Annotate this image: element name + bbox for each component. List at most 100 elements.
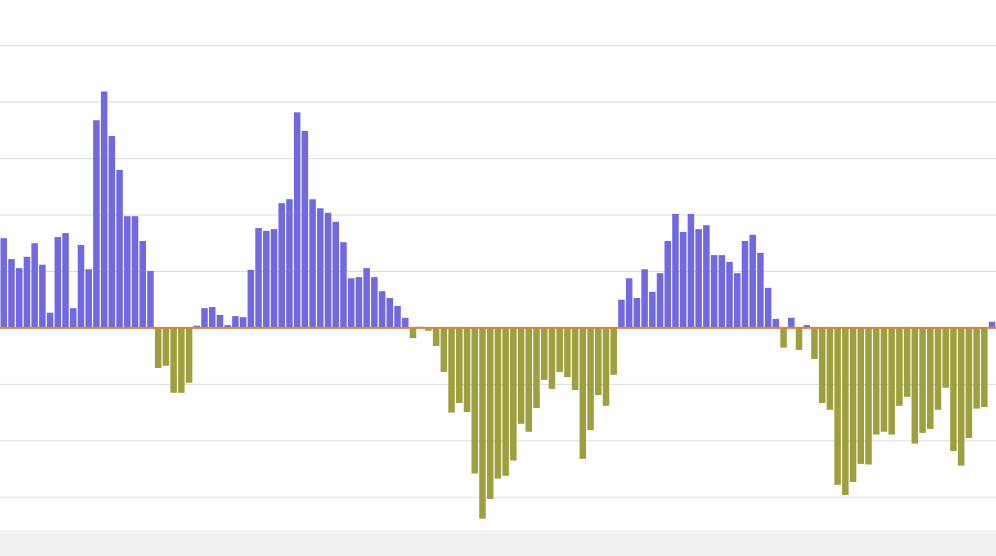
- bar: [131, 216, 139, 328]
- bar: [973, 327, 980, 409]
- bar: [633, 298, 641, 328]
- bar: [788, 317, 795, 328]
- bar: [108, 136, 116, 328]
- bar: [934, 327, 942, 410]
- bar: [649, 291, 656, 328]
- bar: [409, 327, 417, 339]
- bar: [896, 327, 903, 406]
- bar: [139, 241, 146, 328]
- bar: [988, 321, 996, 328]
- bar: [162, 327, 170, 366]
- bar: [216, 314, 224, 328]
- bar: [579, 327, 587, 459]
- bar: [965, 327, 973, 438]
- bar: [309, 199, 316, 328]
- bar: [263, 230, 270, 328]
- footer-strip: [0, 530, 996, 556]
- bar: [803, 325, 810, 328]
- bar: [8, 259, 15, 328]
- bar: [641, 269, 648, 328]
- bar: [425, 327, 432, 331]
- bar: [957, 327, 965, 466]
- bar: [849, 327, 857, 483]
- bar: [811, 327, 818, 359]
- bar: [672, 213, 679, 328]
- bar: [208, 307, 216, 328]
- bar: [795, 327, 803, 350]
- bar: [386, 298, 394, 328]
- bar: [54, 237, 62, 328]
- bar: [857, 327, 865, 464]
- bar: [695, 229, 702, 328]
- bar: [471, 327, 478, 474]
- bar: [903, 327, 911, 397]
- bar: [610, 327, 617, 375]
- bar: [950, 327, 957, 451]
- bar: [39, 264, 46, 328]
- bar: [533, 327, 540, 409]
- bar: [664, 241, 672, 328]
- bar: [602, 327, 610, 406]
- bar: [301, 130, 309, 328]
- bar: [69, 308, 77, 328]
- bar: [834, 327, 841, 485]
- bar: [919, 327, 926, 433]
- bar: [710, 255, 718, 328]
- bar: [479, 327, 486, 519]
- bar: [548, 327, 556, 389]
- bar: [510, 327, 517, 461]
- bar: [93, 120, 100, 328]
- bar: [456, 327, 463, 404]
- bar: [324, 212, 332, 328]
- bar: [147, 270, 154, 328]
- bar: [286, 199, 293, 328]
- bar: [355, 277, 363, 328]
- bar: [293, 112, 301, 328]
- bar: [85, 269, 92, 328]
- bar: [942, 327, 949, 388]
- bar: [224, 325, 231, 328]
- bar: [463, 327, 471, 413]
- bar: [517, 327, 525, 424]
- bar: [255, 228, 262, 328]
- bar: [15, 268, 23, 328]
- bar: [170, 327, 177, 393]
- bar: [178, 327, 185, 393]
- bar: [888, 327, 895, 435]
- bar: [595, 327, 602, 396]
- bar: [587, 327, 594, 431]
- bar: [486, 327, 494, 499]
- bar: [564, 327, 571, 378]
- bar: [741, 241, 749, 328]
- bar: [749, 234, 756, 328]
- bar: [100, 91, 108, 328]
- bar: [77, 244, 85, 328]
- bar: [432, 327, 440, 346]
- bar: [865, 327, 872, 465]
- bar: [772, 318, 780, 328]
- bar: [185, 327, 193, 383]
- bar: [880, 327, 888, 432]
- bar: [733, 273, 741, 328]
- bar: [440, 327, 448, 372]
- bar: [401, 317, 409, 328]
- bar: [116, 169, 123, 328]
- bar: [502, 327, 509, 476]
- bar: [703, 225, 710, 328]
- bar: [872, 327, 880, 435]
- bar: [46, 312, 54, 328]
- bar: [62, 233, 69, 328]
- bar: [981, 327, 988, 407]
- bar: [780, 327, 787, 348]
- bar: [818, 327, 826, 404]
- bar: [927, 327, 934, 429]
- bar: [494, 327, 502, 479]
- bar: [124, 216, 131, 328]
- bar: [625, 278, 633, 328]
- bar: [363, 268, 370, 328]
- bar: [911, 327, 919, 444]
- bar: [239, 317, 247, 328]
- bar: [618, 299, 625, 328]
- bar: [571, 327, 579, 391]
